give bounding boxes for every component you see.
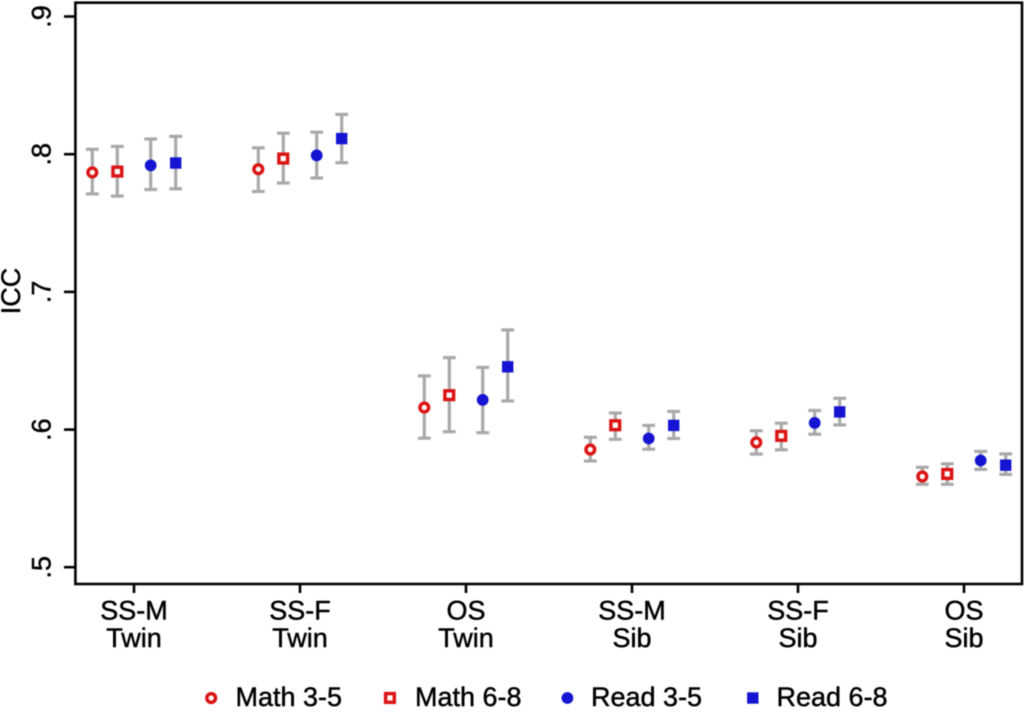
svg-text:SS-M: SS-M xyxy=(100,596,168,626)
svg-text:Twin: Twin xyxy=(438,623,494,653)
svg-text:Twin: Twin xyxy=(272,623,328,653)
svg-text:.6: .6 xyxy=(27,418,57,441)
svg-text:Read 3-5: Read 3-5 xyxy=(591,682,702,708)
svg-text:.5: .5 xyxy=(27,556,57,579)
svg-text:SS-F: SS-F xyxy=(269,596,331,626)
svg-text:Sib: Sib xyxy=(612,623,651,653)
svg-text:.9: .9 xyxy=(27,5,57,28)
svg-text:Sib: Sib xyxy=(944,623,983,653)
svg-text:Read 6-8: Read 6-8 xyxy=(777,682,888,708)
svg-text:Twin: Twin xyxy=(106,623,162,653)
svg-text:Sib: Sib xyxy=(778,623,817,653)
svg-text:Math 6-8: Math 6-8 xyxy=(415,682,522,708)
svg-text:OS: OS xyxy=(944,596,983,626)
svg-text:SS-F: SS-F xyxy=(767,596,829,626)
svg-text:.7: .7 xyxy=(27,281,57,304)
svg-text:.8: .8 xyxy=(27,143,57,166)
svg-text:Math 3-5: Math 3-5 xyxy=(236,682,343,708)
svg-text:SS-M: SS-M xyxy=(598,596,666,626)
svg-text:OS: OS xyxy=(446,596,485,626)
svg-text:ICC: ICC xyxy=(0,268,26,315)
